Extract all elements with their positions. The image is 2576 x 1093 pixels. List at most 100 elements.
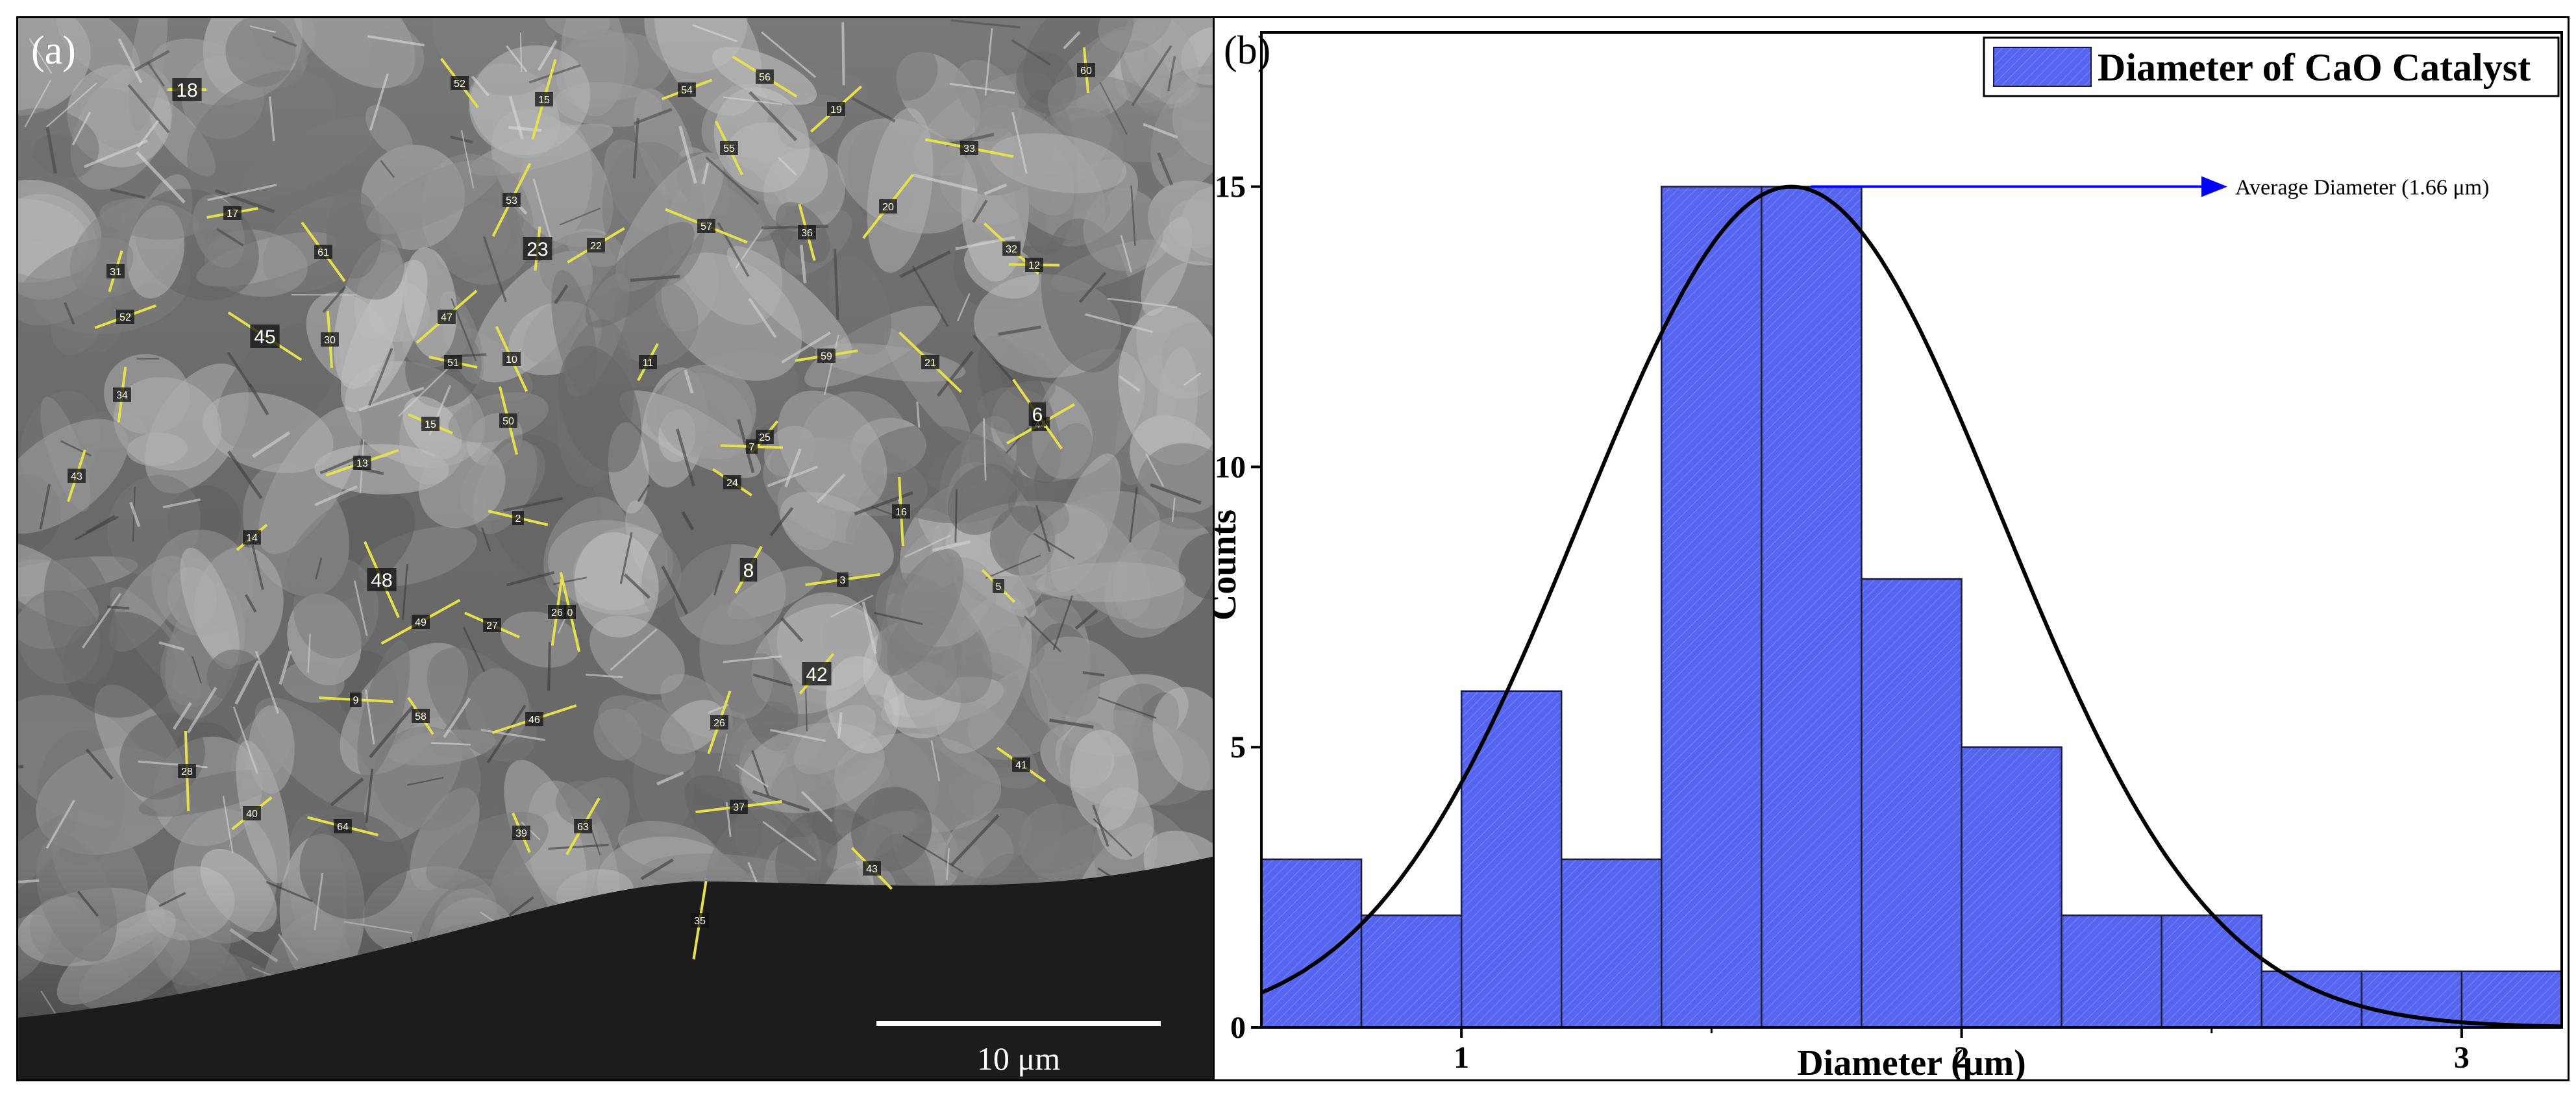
measure-label-bg <box>512 826 530 840</box>
measure-label: 49 <box>415 617 427 628</box>
measure-label: 8 <box>743 560 754 582</box>
y-tick-label: 10 <box>1215 450 1246 484</box>
measure-label: 34 <box>116 390 128 401</box>
measure-label: 58 <box>415 711 427 722</box>
measure-label-bg <box>250 325 280 348</box>
measure-label: 60 <box>1080 66 1092 77</box>
measure-label-bg <box>587 238 605 252</box>
measure-label: 3 <box>840 575 846 586</box>
measure-label: 6 <box>1032 404 1043 426</box>
measure-label-bg <box>353 456 371 470</box>
measure-label: 45 <box>254 326 275 348</box>
measure-label-bg <box>564 605 576 619</box>
axes <box>1260 31 2563 1029</box>
panel-b-label: (b) <box>1224 29 1270 73</box>
measure-label-bg <box>892 504 910 519</box>
measure-label-bg <box>827 102 845 116</box>
measure-label: 61 <box>317 247 329 258</box>
measure-label-bg <box>639 355 657 369</box>
measure-label: 5 <box>996 582 1002 593</box>
measure-label: 13 <box>356 458 368 469</box>
histogram-bar <box>2061 915 2162 1029</box>
measure-label-bg <box>739 558 758 582</box>
measure-label-bg <box>535 92 553 106</box>
measure-label-bg <box>574 819 592 833</box>
measure-label-bg <box>314 245 332 259</box>
histogram-bar <box>2161 915 2263 1029</box>
measure-label-bg <box>1002 241 1021 256</box>
measure-label: 42 <box>806 664 827 685</box>
measure-label-bg <box>499 413 517 428</box>
scale-bar-label: 10 μm <box>977 1040 1060 1077</box>
measure-label: 17 <box>227 208 238 219</box>
measure-label-bg <box>817 349 836 363</box>
measure-label: 41 <box>1015 760 1027 771</box>
axis-ticks: 1 2 3 0 5 10 15 <box>1215 170 2470 1075</box>
measure-label-bg <box>1077 63 1095 77</box>
histogram-bar <box>1260 858 1363 1029</box>
measure-label: 20 <box>882 202 894 213</box>
annotation-text: Average Diameter (1.66 μm) <box>2235 176 2489 200</box>
measure-label: 37 <box>733 802 745 813</box>
measure-label-bg <box>243 806 261 820</box>
measure-label-bg <box>334 819 352 833</box>
measure-label-bg <box>710 715 728 730</box>
measure-label: 0 <box>567 608 573 619</box>
measure-label: 26 <box>713 718 725 729</box>
measure-label: 40 <box>246 809 258 820</box>
measure-label: 64 <box>337 822 349 833</box>
measure-label: 9 <box>353 695 359 706</box>
measure-label-bg <box>523 237 552 260</box>
measure-label: 50 <box>502 416 514 427</box>
measure-label: 57 <box>700 221 712 232</box>
measure-label: 12 <box>1028 260 1040 271</box>
measure-label-bg <box>730 800 748 814</box>
measure-label: 2 <box>515 513 521 524</box>
measure-label: 7 <box>749 442 755 453</box>
histogram-panel: (b) 1 2 3 0 5 10 15 Diameter (μm) Counts Diame… <box>1213 16 2570 1081</box>
measure-label-bg <box>68 469 86 483</box>
histogram-bar <box>1460 690 1563 1029</box>
measure-label-bg <box>113 387 131 402</box>
measure-label: 43 <box>71 471 82 482</box>
measure-label-bg <box>350 693 362 707</box>
measure-label: 32 <box>1006 244 1017 255</box>
measure-label-bg <box>691 913 709 927</box>
y-axis-label: Counts <box>1215 510 1244 620</box>
measure-label-bg <box>483 618 501 632</box>
gaussian-fit-curve <box>1260 184 2562 1029</box>
histogram-chart: (b) 1 2 3 0 5 10 15 Diameter (μm) Counts Diame… <box>1215 29 2563 1079</box>
measure-label-bg <box>798 225 816 239</box>
panel-a-label: (a) <box>31 29 76 73</box>
measure-label: 56 <box>759 72 771 83</box>
measure-label: 25 <box>759 432 771 443</box>
measure-label-bg <box>548 605 566 619</box>
legend-swatch <box>1993 47 2092 87</box>
histogram-bar <box>2260 970 2363 1029</box>
measure-label: 18 <box>176 80 197 101</box>
measure-label-bg <box>756 69 774 84</box>
measure-label: 28 <box>181 767 193 778</box>
histogram-bar <box>1661 186 1763 1029</box>
measure-label: 52 <box>454 79 465 90</box>
measure-label-bg <box>451 76 469 90</box>
annotation-arrow-head <box>2201 176 2227 197</box>
average-annotation: Average Diameter (1.66 μm) <box>1811 176 2489 200</box>
measure-label: 11 <box>643 358 654 369</box>
histogram-bars <box>1260 186 2563 1029</box>
measure-label: 35 <box>694 916 706 927</box>
measure-label: 51 <box>447 358 459 369</box>
measure-label: 16 <box>895 507 907 518</box>
measure-label-bg <box>421 417 440 431</box>
measure-label: 46 <box>528 715 540 726</box>
histogram-bar <box>1360 915 1463 1029</box>
measure-label-bg <box>802 662 832 685</box>
measure-label-bg <box>723 475 741 489</box>
measure-label: 48 <box>371 570 392 591</box>
measure-label-bg <box>678 82 696 97</box>
measure-label-bg <box>837 572 848 587</box>
histogram-bar <box>1761 186 1863 1029</box>
measure-label: 24 <box>726 478 738 489</box>
measure-label-bg <box>502 352 521 366</box>
